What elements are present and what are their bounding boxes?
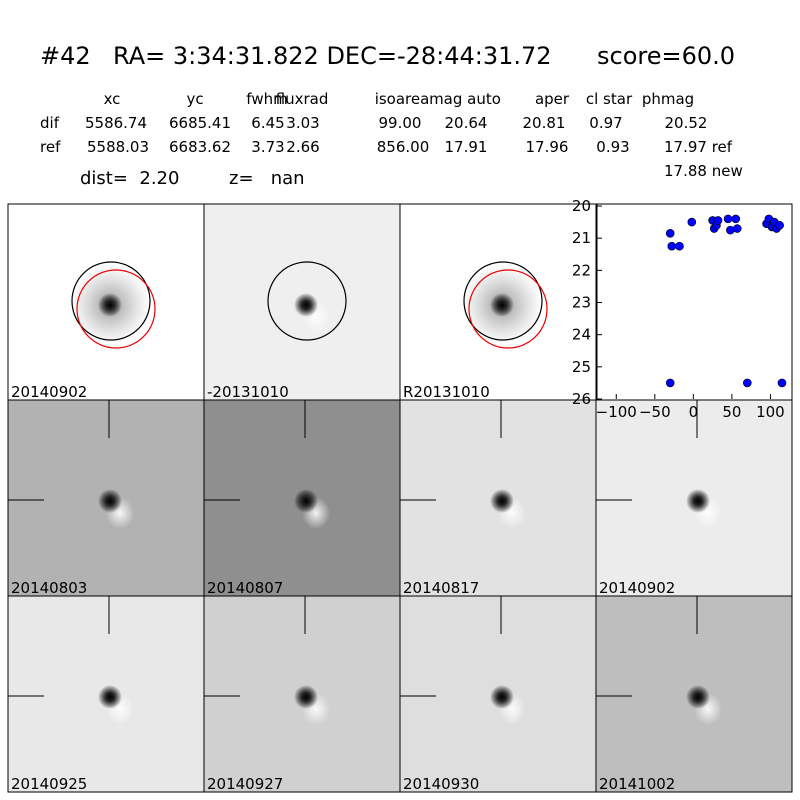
table-cell: 6683.62 xyxy=(169,138,231,156)
column-header: aper xyxy=(535,90,570,108)
panel-label: 20140803 xyxy=(11,579,87,597)
table-cell: 6.45 xyxy=(251,114,284,132)
point xyxy=(775,221,784,230)
panel-label: 20140817 xyxy=(403,579,479,597)
object-id: #42 xyxy=(40,42,91,70)
table-cell: 2.66 xyxy=(286,138,319,156)
point xyxy=(713,216,723,225)
panel-label: 20140930 xyxy=(403,775,479,793)
row-label: ref xyxy=(40,138,61,156)
y-tick-label: 22 xyxy=(572,261,591,279)
point xyxy=(742,378,752,388)
y-tick-label: 20 xyxy=(572,197,591,215)
source xyxy=(490,293,514,317)
source xyxy=(294,293,318,317)
panel-label: 20140902 xyxy=(599,579,675,597)
phmag-new: 17.88 new xyxy=(664,162,743,180)
point xyxy=(777,378,787,388)
aperture xyxy=(267,261,347,341)
point xyxy=(667,241,677,251)
table-cell: 6685.41 xyxy=(169,114,231,132)
column-header: fwhm xyxy=(246,90,287,108)
aperture xyxy=(463,261,543,341)
table-cell: 99.00 xyxy=(379,114,422,132)
panel-label: 20140927 xyxy=(207,775,283,793)
point xyxy=(687,217,697,227)
plot-area xyxy=(597,204,792,400)
column-header: cl star xyxy=(586,90,633,108)
point xyxy=(726,225,735,235)
table-cell: 5586.74 xyxy=(85,114,147,132)
source xyxy=(98,685,122,709)
table-cell: 20.81 xyxy=(523,114,566,132)
source xyxy=(294,685,318,709)
source xyxy=(98,489,122,513)
y-tick-label: 24 xyxy=(572,326,591,344)
aperture xyxy=(71,261,151,341)
panel-label: 20140902 xyxy=(11,383,87,401)
table-cell: 3.03 xyxy=(286,114,319,132)
table-cell: 20.64 xyxy=(445,114,488,132)
column-header: phmag xyxy=(642,90,694,108)
x-tick-label: 0 xyxy=(689,403,699,421)
column-header: fluxrad xyxy=(276,90,329,108)
point xyxy=(732,224,742,233)
table-cell: 0.97 xyxy=(589,114,622,132)
column-header: yc xyxy=(186,90,203,108)
table-cell: 856.00 xyxy=(377,138,430,156)
x-tick-label: −100 xyxy=(596,403,637,421)
source xyxy=(490,489,514,513)
panel-label: 20141002 xyxy=(599,775,675,793)
panel-label: R20131010 xyxy=(403,383,490,401)
table-cell: 5588.03 xyxy=(87,138,149,156)
table-cell: 17.96 xyxy=(526,138,569,156)
table-cell: 17.91 xyxy=(445,138,488,156)
redshift: z= nan xyxy=(229,168,305,189)
x-tick-label: −50 xyxy=(639,403,671,421)
aperture-ref xyxy=(76,269,156,349)
panel-frame xyxy=(595,595,793,793)
panel-label: 20140807 xyxy=(207,579,283,597)
dist: dist= 2.20 xyxy=(80,168,179,189)
y-tick-label: 21 xyxy=(572,229,591,247)
panel-label: -20131010 xyxy=(207,383,289,401)
column-header: mag auto xyxy=(429,90,501,108)
row-label: dif xyxy=(40,114,60,132)
source xyxy=(98,293,122,317)
x-tick-label: 100 xyxy=(756,403,785,421)
table-cell: 20.52 xyxy=(665,114,708,132)
table-cell: 3.73 xyxy=(251,138,284,156)
source xyxy=(294,489,318,513)
point xyxy=(731,214,741,224)
source xyxy=(490,685,514,709)
point xyxy=(723,214,733,224)
aperture-ref xyxy=(468,269,548,349)
table-cell: 17.97 ref xyxy=(664,138,733,156)
column-header: xc xyxy=(104,90,121,108)
y-tick-label: 25 xyxy=(572,358,591,376)
y-tick-label: 23 xyxy=(572,294,591,312)
plot-frame xyxy=(596,203,793,401)
table-cell: 0.93 xyxy=(596,138,629,156)
point xyxy=(665,378,675,388)
source xyxy=(686,685,710,709)
panel-label: 20140925 xyxy=(11,775,87,793)
coordinates: RA= 3:34:31.822 DEC=-28:44:31.72 xyxy=(113,42,552,70)
source xyxy=(686,489,710,513)
column-header: isoarea xyxy=(375,90,430,108)
point xyxy=(665,229,675,238)
y-tick-label: 26 xyxy=(572,390,591,408)
score: score=60.0 xyxy=(597,42,735,70)
x-tick-label: 50 xyxy=(722,403,741,421)
point xyxy=(675,241,684,251)
